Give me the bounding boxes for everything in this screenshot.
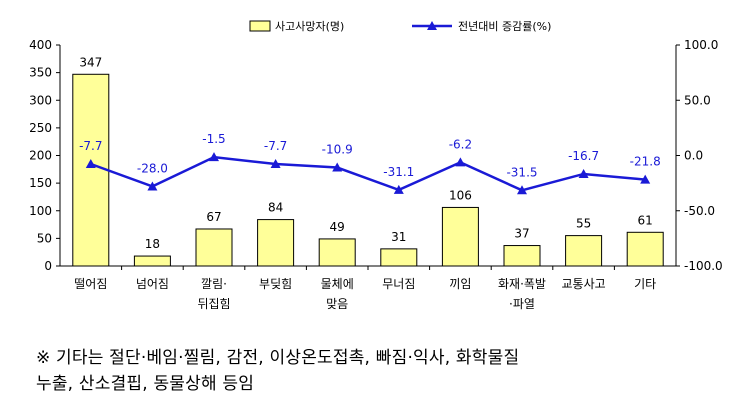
bar-value-label: 106	[449, 188, 472, 202]
bar-value-label: 55	[576, 217, 591, 231]
rate-value-label: -1.5	[202, 132, 225, 146]
bar-value-label: 67	[206, 210, 221, 224]
y-left-tick-label: 50	[37, 231, 52, 245]
y-right-tick-label: 100.0	[684, 38, 718, 52]
category-label: 맞음	[326, 297, 348, 311]
bar-value-label: 37	[514, 227, 529, 241]
y-left-tick-label: 250	[29, 121, 52, 135]
category-label: 부딪힘	[259, 277, 292, 291]
category-label: 떨어짐	[74, 277, 107, 291]
category-label: 교통사고	[562, 277, 606, 291]
y-left-tick-label: 100	[29, 204, 52, 218]
bar	[195, 228, 233, 267]
footnote-line-2: 누출, 산소결핍, 동물상해 등임	[36, 374, 255, 394]
rate-value-label: -16.7	[568, 149, 599, 163]
rate-value-label: -31.1	[383, 165, 414, 179]
bar	[441, 206, 479, 267]
footnote-line-1: ※ 기타는 절단·베임·찔림, 감전, 이상온도접촉, 빠짐·익사, 화학물질	[36, 348, 520, 368]
rate-value-label: -6.2	[449, 137, 472, 151]
category-label: 뒤집힘	[197, 297, 230, 311]
bar	[380, 248, 418, 267]
bar	[626, 231, 664, 267]
bar	[257, 219, 295, 267]
bar-value-label: 31	[391, 230, 406, 244]
category-label: ·파열	[509, 297, 535, 311]
rate-value-label: -10.9	[322, 143, 353, 157]
category-label: 무너짐	[382, 277, 415, 291]
y-right-tick-label: -100.0	[684, 259, 723, 273]
rate-value-label: -7.7	[79, 139, 102, 153]
legend-line-marker	[427, 21, 437, 30]
category-label: 깔림·	[201, 277, 227, 291]
legend-bar-swatch	[249, 20, 271, 32]
bar-value-label: 61	[638, 213, 653, 227]
legend-line-label: 전년대비 증감률(%)	[458, 20, 551, 33]
y-left-tick-label: 300	[29, 93, 52, 107]
rate-marker	[209, 152, 219, 162]
rate-marker	[393, 184, 404, 194]
footnote: ※ 기타는 절단·베임·찔림, 감전, 이상온도접촉, 빠짐·익사, 화학물질 …	[36, 345, 736, 397]
combo-chart: 0 50 100 150 200 250 300 350 400 -100.0 -50.0 0.0 50…	[29, 20, 723, 311]
rate-value-label: -7.7	[264, 139, 287, 153]
rate-marker	[640, 174, 651, 184]
bar-value-label: 84	[268, 201, 283, 215]
bar	[565, 235, 603, 267]
category-label: 넘어짐	[136, 277, 169, 291]
category-label: 화재·폭발	[498, 277, 546, 291]
rate-marker	[455, 157, 466, 167]
category-label: 기타	[634, 277, 656, 291]
rate-marker	[578, 168, 589, 178]
bar	[72, 73, 110, 267]
y-right-tick-label: -50.0	[684, 204, 715, 218]
y-left-tick-label: 350	[29, 66, 52, 80]
y-left-tick-label: 0	[44, 259, 52, 273]
rate-marker	[270, 159, 281, 169]
y-left-tick-label: 200	[29, 149, 52, 163]
rate-value-label: -21.8	[630, 155, 661, 169]
bar-value-label: 347	[79, 55, 102, 69]
rate-marker	[332, 162, 343, 172]
rate-value-label: -28.0	[137, 161, 168, 175]
rate-value-label: -31.5	[506, 165, 537, 179]
y-left-tick-label: 150	[29, 176, 52, 190]
y-right-tick-label: 50.0	[684, 93, 711, 107]
bar	[503, 245, 541, 267]
rate-marker	[147, 181, 158, 191]
rate-marker	[85, 159, 96, 169]
legend-bar-label: 사고사망자(명)	[275, 20, 344, 33]
category-label: 물체에	[321, 277, 354, 291]
bar-value-label: 18	[145, 237, 160, 251]
rate-marker	[517, 185, 527, 195]
bar	[318, 238, 356, 267]
y-right-tick-label: 0.0	[684, 149, 703, 163]
bar-value-label: 49	[330, 220, 345, 234]
rate-line	[90, 155, 646, 192]
bar	[133, 255, 171, 267]
y-left-tick-label: 400	[29, 38, 52, 52]
category-label: 끼임	[449, 277, 471, 291]
